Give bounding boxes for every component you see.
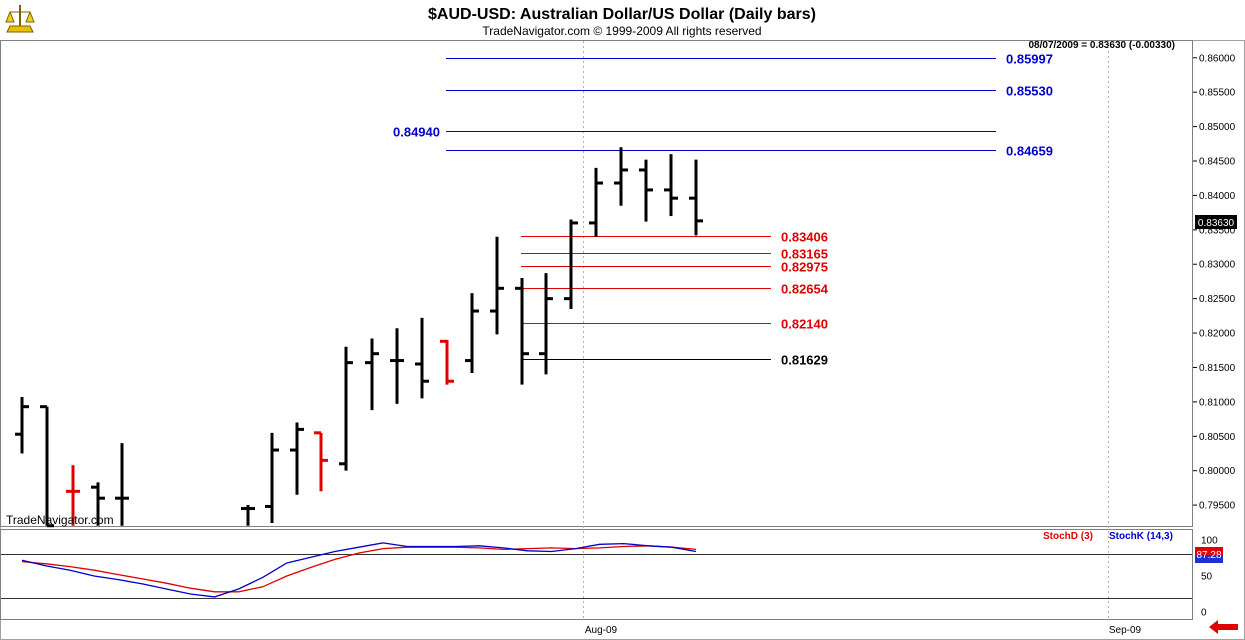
ohlc-bar: [490, 236, 504, 335]
price-tick-label: 0.81500: [1199, 363, 1236, 374]
level-label: 0.83406: [781, 230, 828, 245]
ohlc-bar: [15, 397, 29, 454]
ohlc-bar: [66, 465, 80, 526]
price-tick-label: 0.80000: [1199, 466, 1236, 477]
last-price-label: 0.83630: [1198, 218, 1235, 229]
trade-navigator-logo-icon[interactable]: [5, 5, 35, 33]
price-tick-label: 0.83000: [1199, 260, 1236, 271]
ohlc-bar: [515, 277, 529, 385]
ohlc-bar: [564, 219, 578, 309]
price-tick-label: 0.79500: [1199, 501, 1236, 512]
stoch-d-legend: StochD (3): [1043, 531, 1093, 542]
level-label: 0.82654: [781, 282, 829, 297]
chart-frame: [0, 40, 1245, 640]
stoch-value-label: 87.28: [1196, 550, 1221, 561]
stoch-k-line: [21, 542, 697, 598]
price-tick-label: 0.81000: [1199, 397, 1236, 408]
last-price-marker: [1195, 215, 1237, 229]
ohlc-bars: [15, 147, 703, 528]
level-label: 0.81629: [781, 353, 828, 368]
chart-title: $AUD-USD: Australian Dollar/US Dollar (D…: [428, 6, 816, 23]
level-label: 0.83165: [781, 247, 828, 262]
level-label: 0.82140: [781, 317, 828, 332]
stochastic-lines: [1, 542, 1192, 599]
ohlc-bar: [639, 159, 653, 222]
chart-subtitle: TradeNavigator.com © 1999-2009 All right…: [482, 24, 761, 38]
price-axis: 0.86000 0.85500 0.85000 0.84500 0.84000 0.835…: [1193, 53, 1236, 512]
price-tick-label: 0.85000: [1199, 122, 1236, 133]
stoch-tick-label: 0: [1201, 608, 1207, 619]
date-axis: Aug-09 Sep-09: [585, 625, 1142, 636]
ohlc-bar: [465, 293, 479, 373]
price-levels: 0.85997 0.85530 0.84940 0.84659 0.83406 0.831…: [393, 52, 1053, 368]
stoch-d-line: [21, 545, 697, 593]
level-label: 0.84940: [393, 125, 440, 140]
date-tick-label: Aug-09: [585, 625, 618, 636]
price-panel-frame[interactable]: [0, 40, 1193, 527]
price-tick-label: 0.82000: [1199, 329, 1236, 340]
price-tick-label: 0.80500: [1199, 432, 1236, 443]
ohlc-bar: [390, 328, 404, 404]
ohlc-bar: [265, 432, 279, 523]
stochastic-panel-frame[interactable]: [0, 529, 1193, 620]
level-label: 0.85530: [1006, 84, 1053, 99]
ohlc-bar: [415, 317, 429, 399]
ohlc-bar: [440, 339, 454, 385]
watermark-text: TradeNavigator.com: [6, 513, 114, 527]
ohlc-bar: [40, 405, 54, 528]
ohlc-bar: [314, 431, 328, 492]
ohlc-bar: [91, 482, 105, 526]
price-tick-label: 0.86000: [1199, 53, 1236, 64]
date-tick-label: Sep-09: [1109, 625, 1142, 636]
scroll-left-arrow-icon[interactable]: [1209, 620, 1238, 634]
stochastic-axis: 100 50 0: [1201, 536, 1218, 619]
ohlc-bar: [614, 147, 628, 206]
price-tick-label: 0.84000: [1199, 191, 1236, 202]
level-label: 0.85997: [1006, 52, 1053, 67]
ohlc-bar: [539, 273, 553, 375]
price-tick-label: 0.83500: [1199, 225, 1236, 236]
price-tick-label: 0.84500: [1199, 157, 1236, 168]
ohlc-bar: [689, 159, 703, 236]
ohlc-bar: [241, 505, 255, 526]
ohlc-bar: [589, 167, 603, 237]
stoch-tick-label: 100: [1201, 536, 1218, 547]
ohlc-bar: [664, 154, 678, 217]
ohlc-bar: [115, 443, 129, 526]
ohlc-bar: [290, 422, 304, 495]
ohlc-bar: [339, 346, 353, 471]
stoch-tick-label: 50: [1201, 572, 1213, 583]
price-tick-label: 0.82500: [1199, 294, 1236, 305]
level-label: 0.82975: [781, 260, 828, 275]
price-tick-label: 0.85500: [1199, 88, 1236, 99]
last-quote-text: 08/07/2009 = 0.83630 (-0.00330): [1028, 40, 1175, 51]
level-label: 0.84659: [1006, 144, 1053, 159]
stoch-value-marker-top: [1195, 547, 1223, 555]
ohlc-bar: [365, 338, 379, 411]
stoch-k-legend: StochK (14,3): [1109, 531, 1173, 542]
